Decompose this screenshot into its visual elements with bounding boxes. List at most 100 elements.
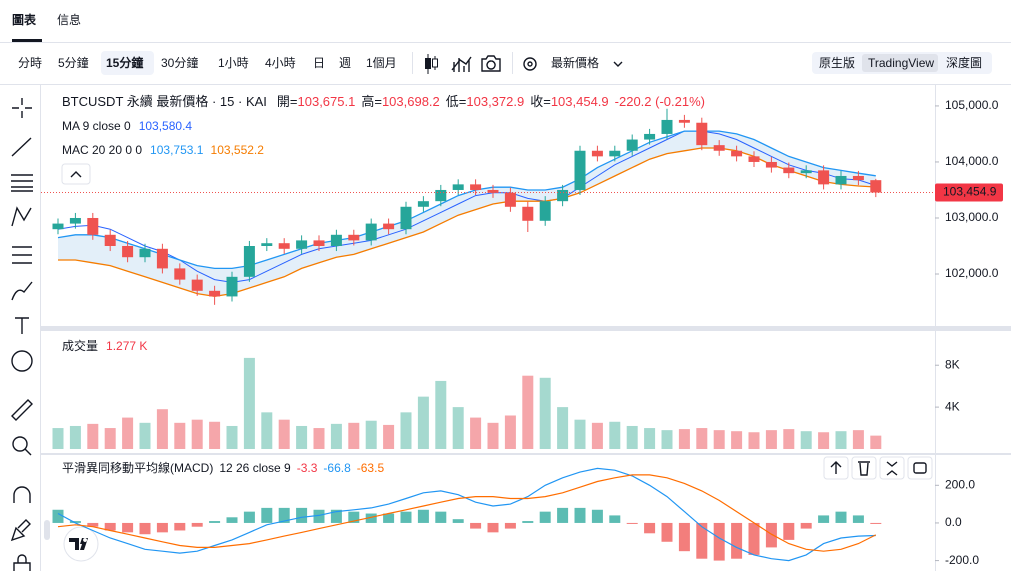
candle-body [609,150,621,157]
chart-type-icon[interactable] [451,56,472,72]
tab[interactable]: 圖表 [12,12,37,27]
interval-active-bg [101,51,154,75]
candle-body [748,156,760,162]
volume-bar [644,428,656,449]
volume-bar [852,430,864,449]
candle-body [661,119,673,134]
line-tool[interactable] [11,137,32,157]
interval[interactable]: 1個月 [366,56,397,70]
dropdown-icon[interactable] [613,61,623,67]
volume-bar [435,380,447,449]
y-tick-label: 0.0 [945,515,962,529]
interval[interactable]: 分時 [18,56,42,70]
volume-bar [400,412,412,449]
macd-histogram-bar [104,522,116,531]
candle-body [678,119,690,123]
candle-body [452,184,464,190]
y-tick-label: 103,000.0 [945,210,999,224]
candle-body [870,180,882,193]
view-option[interactable]: 原生版 [819,56,855,70]
candle-body [626,139,638,151]
indicator-value: 103,552.2 [211,143,265,157]
candle-icon[interactable] [425,54,438,74]
volume-bar [818,432,830,449]
ruler-tool[interactable] [11,399,33,421]
ohlc-legend: 開=103,675.1 高=103,698.2 低=103,372.9 收=103,4… [277,94,609,109]
collapse-handle[interactable] [44,520,50,540]
y-tick-label: 105,000.0 [945,98,999,112]
tab[interactable]: 信息 [57,12,81,27]
volume-bar [365,420,377,449]
macd-histogram-bar [313,509,325,523]
candle-body [852,175,864,181]
candle-body [122,246,134,258]
interval[interactable]: 4小時 [265,56,296,70]
interval[interactable]: 日 [313,56,325,70]
volume-bar [591,422,603,449]
interval[interactable]: 30分鐘 [161,55,198,70]
view-option[interactable]: 深度圖 [946,55,982,70]
y-tick-label: 102,000.0 [945,266,999,280]
prediction-tool[interactable] [12,246,32,264]
macd-histogram-bar [174,522,186,531]
price-type[interactable]: 最新價格 [551,55,599,70]
candle-body [800,170,812,174]
collapse-button[interactable] [879,456,905,480]
candle-body [522,206,534,221]
candle-body [574,150,586,190]
brush-tool[interactable] [11,281,33,301]
candle-body [139,248,151,258]
maximize-button[interactable] [907,456,933,480]
volume-legend: 成交量 1.277 K [62,338,147,353]
candle-body [765,161,777,168]
text-tool[interactable] [15,317,29,334]
settings-icon[interactable] [523,57,537,71]
volume-bar [626,425,638,449]
lock-tool[interactable] [13,554,31,571]
candle-body [209,290,221,297]
volume-bar [609,421,621,449]
volume-bar [139,422,151,449]
emoji-tool[interactable] [11,350,33,372]
zoom-tool[interactable] [12,436,28,452]
volume-value: 1.277 K [106,339,147,353]
interval[interactable]: 5分鐘 [58,55,89,70]
camera-icon[interactable] [481,55,501,72]
macd-histogram-bar [609,515,621,523]
indicator-name: MA 9 close 0 [62,119,131,133]
volume-bar [452,407,464,449]
delete-button[interactable] [851,456,877,480]
macd-histogram-bar [644,522,656,534]
macd-histogram-bar [243,511,255,523]
macd-histogram-bar [156,522,168,533]
volume-bar [122,417,134,449]
view-option[interactable]: TradingView [868,56,934,70]
indicator-line [57,130,876,283]
legend-collapse[interactable] [61,163,91,185]
volume-bar [209,421,221,449]
candle-body [296,240,308,249]
interval[interactable]: 15分鐘 [106,55,143,70]
pane-separator [41,453,1011,455]
crosshair-tool[interactable] [12,98,32,118]
macd-histogram-bar [383,513,395,523]
magnet-tool[interactable] [13,486,31,503]
volume-bar [765,430,777,449]
pattern-tool[interactable] [11,206,32,227]
lock-draw-tool[interactable] [10,519,31,542]
macd-histogram-bar [504,522,516,529]
change: -220.2 (-0.21%) [615,94,705,109]
move-up-button[interactable] [823,456,849,480]
ohlc-label: 高= [361,94,382,109]
interval[interactable]: 週 [339,56,351,70]
volume-bar [783,429,795,449]
volume-bar [313,428,325,449]
y-tick-label: 104,000.0 [945,154,999,168]
interval[interactable]: 1小時 [218,56,249,70]
macd-histogram-bar [191,522,203,527]
macd-histogram-bar [713,522,725,561]
candle-body [644,133,656,140]
fib-tool[interactable] [11,174,33,192]
macd-histogram-bar [539,511,551,523]
candle-body [818,170,830,185]
